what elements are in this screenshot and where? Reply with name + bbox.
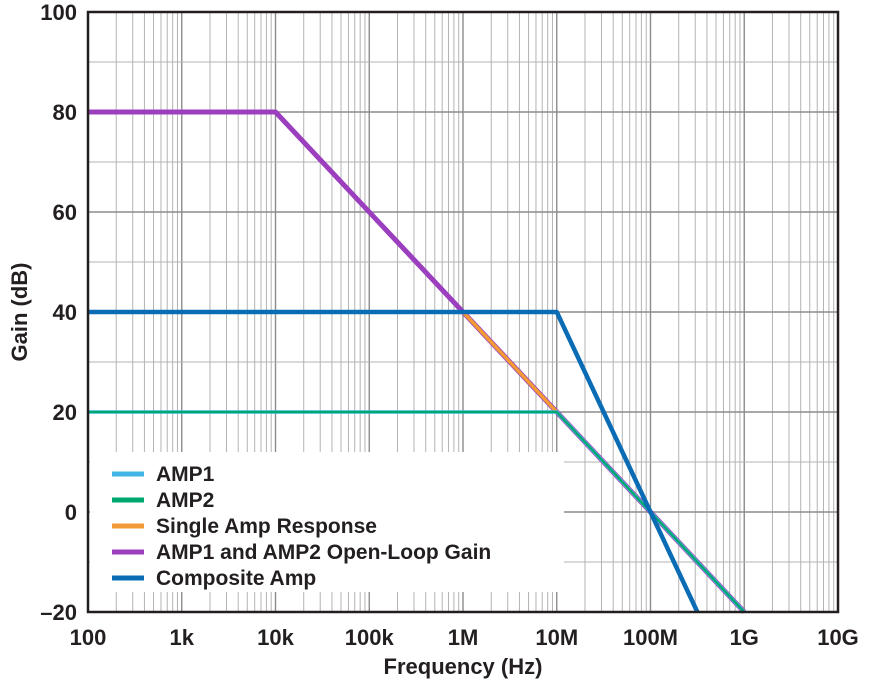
y-tick-label: 0 <box>65 500 77 525</box>
y-tick-label: 100 <box>40 0 77 25</box>
x-tick-label: 100k <box>345 625 395 650</box>
x-tick-label: 100 <box>70 625 107 650</box>
y-tick-label: 40 <box>53 300 77 325</box>
legend: AMP1 AMP2 Single Amp Response AMP1 and AMP2… <box>90 452 564 592</box>
x-tick-label: 1k <box>170 625 195 650</box>
x-axis-title: Frequency (Hz) <box>384 654 543 679</box>
y-tick-label: 20 <box>53 400 77 425</box>
legend-label: AMP2 <box>156 489 214 512</box>
x-tick-label: 10k <box>257 625 294 650</box>
x-tick-label: 100M <box>623 625 678 650</box>
y-axis-title: Gain (dB) <box>7 263 32 362</box>
legend-label: Composite Amp <box>156 567 316 590</box>
plot-frame <box>86 10 840 614</box>
x-tick-label: 10G <box>817 625 859 650</box>
x-tick-label: 10M <box>535 625 578 650</box>
x-tick-label: 1M <box>448 625 479 650</box>
x-tick-label: 1G <box>730 625 759 650</box>
y-tick-label: 60 <box>53 200 77 225</box>
legend-label: AMP1 <box>156 463 215 486</box>
legend-label: Single Amp Response <box>156 515 377 538</box>
series-line-amp2 <box>88 410 746 613</box>
tick-labels: 100 1k 10k 100k 1M 10M 100M 1G 10G 100 80 60 40 20 0 –2… <box>40 0 859 650</box>
series-line-composite-amp <box>88 309 700 613</box>
y-tick-label: –20 <box>40 600 77 625</box>
series-lines <box>88 109 747 614</box>
legend-label: AMP1 and AMP2 Open-Loop Gain <box>156 541 491 564</box>
y-tick-label: 80 <box>53 100 77 125</box>
legend-background <box>90 452 564 592</box>
